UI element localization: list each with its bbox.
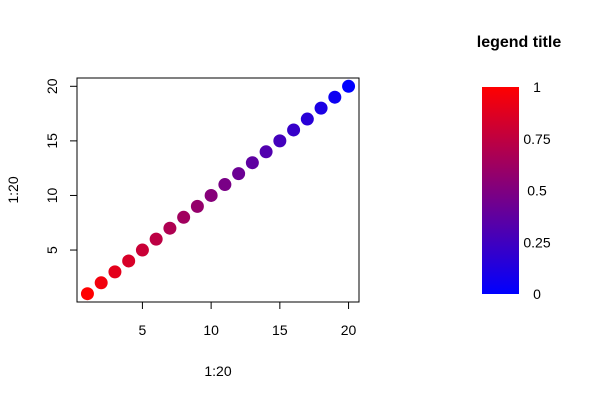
y-tick-label: 10 — [44, 187, 60, 203]
data-point — [135, 243, 149, 257]
scatter-points — [80, 79, 356, 301]
legend: legend title 1 0.75 0.5 0.25 0 — [477, 34, 562, 302]
legend-title: legend title — [477, 34, 562, 51]
legend-label: 0.75 — [523, 131, 550, 147]
data-point — [122, 254, 136, 268]
plot-frame — [76, 77, 360, 303]
data-point — [342, 79, 356, 93]
legend-label: 0.25 — [523, 234, 550, 250]
data-point — [94, 276, 108, 290]
y-tick-label: 15 — [44, 133, 60, 149]
data-point — [204, 188, 218, 202]
data-point — [300, 112, 314, 126]
data-point — [314, 101, 328, 115]
y-tick-label: 20 — [44, 78, 60, 94]
data-point — [177, 210, 191, 224]
data-point — [218, 178, 232, 192]
legend-label: 0.5 — [527, 183, 547, 199]
y-axis-label: 1:20 — [5, 176, 21, 203]
legend-label: 1 — [533, 79, 541, 95]
data-point — [149, 232, 163, 246]
x-axis: 5 10 15 20 — [139, 302, 357, 338]
data-point — [287, 123, 301, 137]
x-tick-label: 20 — [341, 322, 357, 338]
legend-label: 0 — [533, 286, 541, 302]
data-point — [259, 145, 273, 159]
x-tick-label: 10 — [203, 322, 219, 338]
x-tick-label: 15 — [272, 322, 288, 338]
y-tick-label: 5 — [44, 246, 60, 254]
data-point — [245, 156, 259, 170]
x-axis-label: 1:20 — [204, 363, 231, 379]
data-point — [80, 287, 94, 301]
legend-color-bar — [482, 87, 519, 294]
data-point — [328, 90, 342, 104]
data-point — [273, 134, 287, 148]
data-point — [190, 199, 204, 213]
data-point — [108, 265, 122, 279]
y-axis: 5 10 15 20 — [44, 78, 77, 254]
data-point — [232, 167, 246, 181]
x-tick-label: 5 — [139, 322, 147, 338]
data-point — [163, 221, 177, 235]
legend-labels: 1 0.75 0.5 0.25 0 — [523, 79, 550, 302]
